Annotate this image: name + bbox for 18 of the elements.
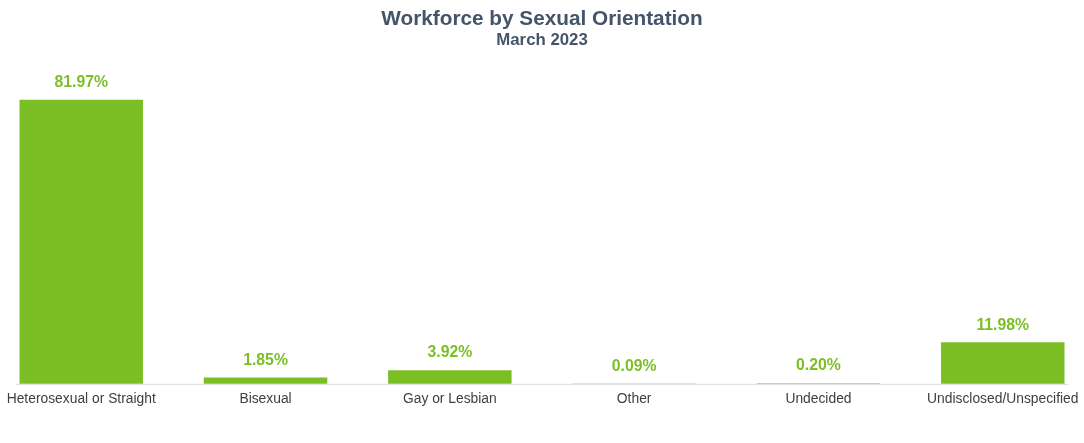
bar bbox=[203, 377, 328, 384]
x-tick-label: Gay or Lesbian bbox=[402, 390, 497, 407]
x-tick-label: Other bbox=[616, 390, 652, 407]
data-label: 0.09% bbox=[611, 356, 657, 374]
bar bbox=[19, 99, 143, 384]
data-label: 0.20% bbox=[796, 356, 841, 374]
x-tick-label: Undecided bbox=[785, 390, 852, 407]
data-label: 1.85% bbox=[243, 350, 288, 368]
data-label: 3.92% bbox=[427, 343, 473, 361]
data-label: 81.97% bbox=[54, 72, 109, 90]
chart-subtitle: March 2023 bbox=[496, 29, 588, 49]
chart-title: Workforce by Sexual Orientation bbox=[381, 6, 703, 30]
bar bbox=[388, 370, 512, 384]
bar bbox=[941, 342, 1065, 384]
x-tick-label: Heterosexual or Straight bbox=[6, 390, 156, 407]
x-tick-label: Undisclosed/Unspecified bbox=[927, 390, 1079, 407]
x-tick-label: Bisexual bbox=[239, 390, 292, 407]
data-label: 11.98% bbox=[976, 315, 1030, 333]
